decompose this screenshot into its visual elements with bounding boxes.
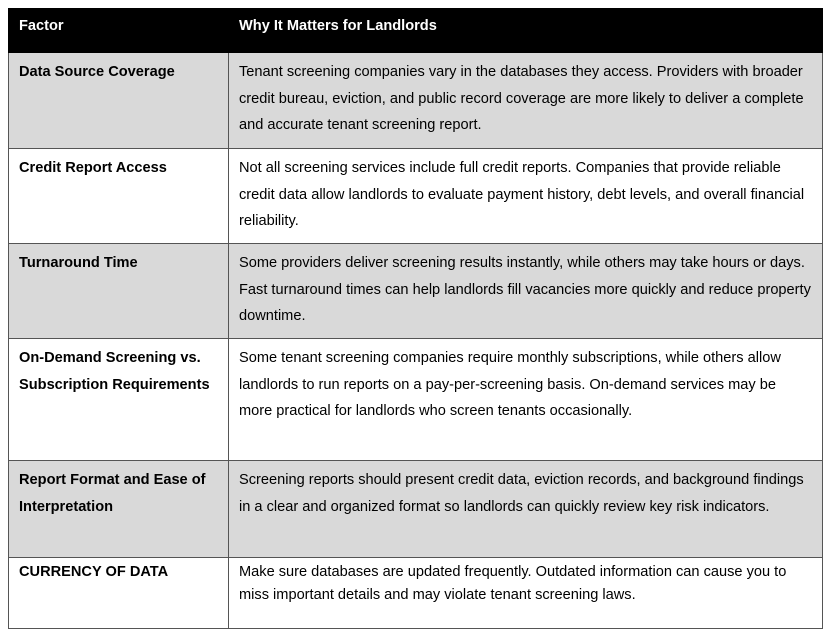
row: CURRENCY OF DATA Make sure databases are… [8,557,823,629]
row: Data Source Coverage Tenant screening co… [8,52,823,149]
factor-cell: Turnaround Time [8,243,229,339]
header-cell: Factor [8,8,229,53]
factor-cell: On-Demand Screening vs. Subscription Req… [8,338,229,461]
description-cell: Screening reports should present credit … [228,460,823,558]
description-cell: Tenant screening companies vary in the d… [228,52,823,149]
factor-cell: Credit Report Access [8,148,229,244]
factor-cell: CURRENCY OF DATA [8,557,229,629]
description-cell: Some tenant screening companies require … [228,338,823,461]
row: Turnaround Time Some providers deliver s… [8,243,823,339]
factor-table: Factor Why It Matters for Landlords Data… [8,8,823,629]
description-cell: Some providers deliver screening results… [228,243,823,339]
row: Report Format and Ease of Interpretation… [8,460,823,558]
row: Credit Report Access Not all screening s… [8,148,823,244]
header-cell: Why It Matters for Landlords [228,8,823,53]
description-cell: Not all screening services include full … [228,148,823,244]
factor-cell: Data Source Coverage [8,52,229,149]
description-cell: Make sure databases are updated frequent… [228,557,823,629]
row: On-Demand Screening vs. Subscription Req… [8,338,823,461]
header-row: Factor Why It Matters for Landlords [8,8,823,53]
factor-cell: Report Format and Ease of Interpretation [8,460,229,558]
